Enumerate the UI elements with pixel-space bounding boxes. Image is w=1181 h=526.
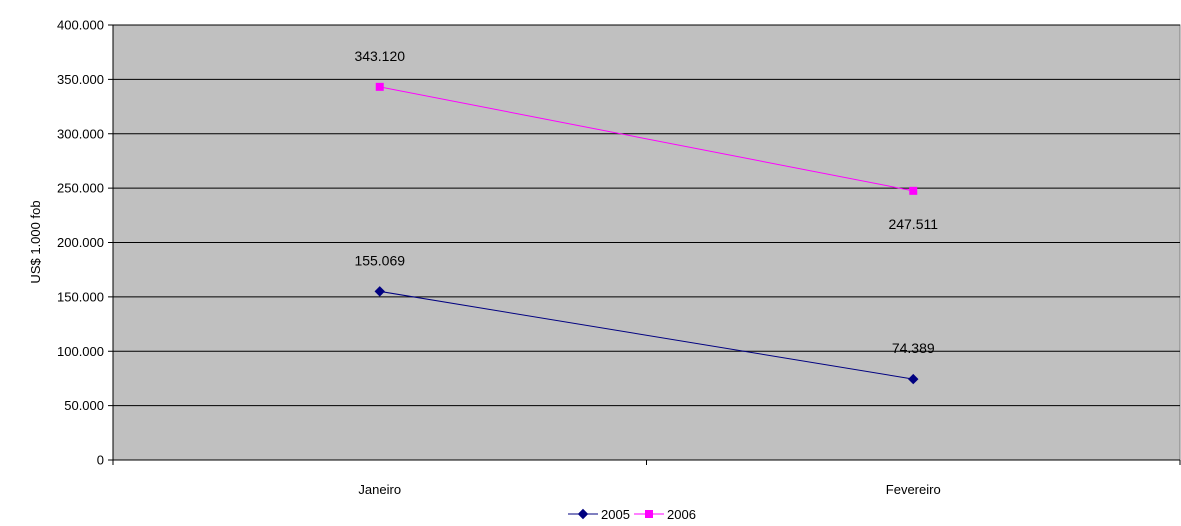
y-tick-label: 350.000 (57, 72, 104, 87)
legend-label: 2005 (601, 507, 630, 521)
series-line-2005 (379, 290, 914, 380)
y-tick-label: 100.000 (57, 344, 104, 359)
y-tick-label: 200.000 (57, 235, 104, 250)
x-category-label: Janeiro (358, 482, 401, 497)
x-category-label: Fevereiro (886, 482, 941, 497)
data-point-2006 (909, 186, 918, 195)
y-tick-label: 400.000 (57, 18, 104, 33)
data-labels: 155.069 74.389 343.120 247.511 (354, 48, 938, 356)
data-label: 155.069 (354, 252, 405, 268)
legend: 2005 2006 (568, 507, 696, 522)
y-tick-label: 50.000 (64, 398, 104, 413)
gridlines (113, 24, 1180, 407)
y-tick-label: 300.000 (57, 126, 104, 141)
y-tick-label: 0 (97, 453, 104, 468)
data-label: 343.120 (354, 48, 405, 64)
y-axis-title: US$ 1.000 fob (28, 200, 43, 283)
data-point-2005 (908, 373, 919, 385)
y-tick-label: 150.000 (57, 289, 104, 304)
data-point-2006 (375, 82, 384, 91)
axes: 0 50.000 100.000 150.000 200.000 250.000 300.0… (57, 18, 1181, 497)
series (374, 82, 919, 385)
series-line-2006 (379, 86, 914, 192)
legend-marker-2006 (645, 510, 653, 518)
data-label: 74.389 (892, 340, 935, 356)
data-label: 247.511 (888, 216, 938, 232)
legend-marker-2005 (577, 508, 589, 520)
y-tick-label: 250.000 (57, 181, 104, 196)
legend-label: 2006 (667, 507, 696, 521)
data-point-2005 (374, 286, 385, 297)
